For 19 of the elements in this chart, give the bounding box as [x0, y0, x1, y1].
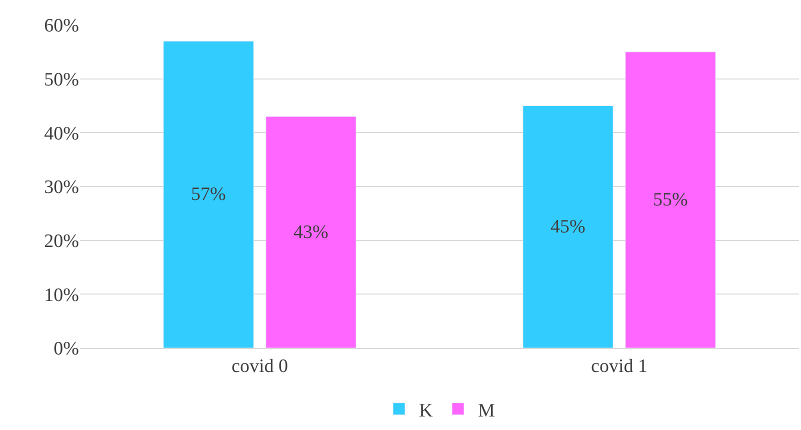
y-tick-label: 10%: [44, 284, 80, 306]
data-label: 55%: [652, 189, 688, 210]
legend-label: K: [419, 400, 433, 422]
y-tick-label: 30%: [44, 177, 80, 198]
x-tick-label: covid 1: [591, 356, 648, 377]
y-tick-label: 60%: [44, 16, 80, 37]
bar: [522, 106, 614, 348]
data-label: 43%: [293, 222, 328, 243]
y-tick-label: 40%: [44, 123, 80, 144]
legend-label: M: [478, 400, 495, 422]
bar: [163, 40, 254, 348]
data-label: 57%: [191, 184, 226, 206]
bar: [266, 116, 356, 348]
y-tick-label: 50%: [44, 69, 80, 90]
y-tick-label: 20%: [44, 230, 80, 252]
data-label: 45%: [550, 216, 586, 238]
bar: [625, 52, 716, 348]
x-tick-label: covid 0: [232, 356, 288, 377]
y-tick-label: 0%: [54, 338, 80, 360]
